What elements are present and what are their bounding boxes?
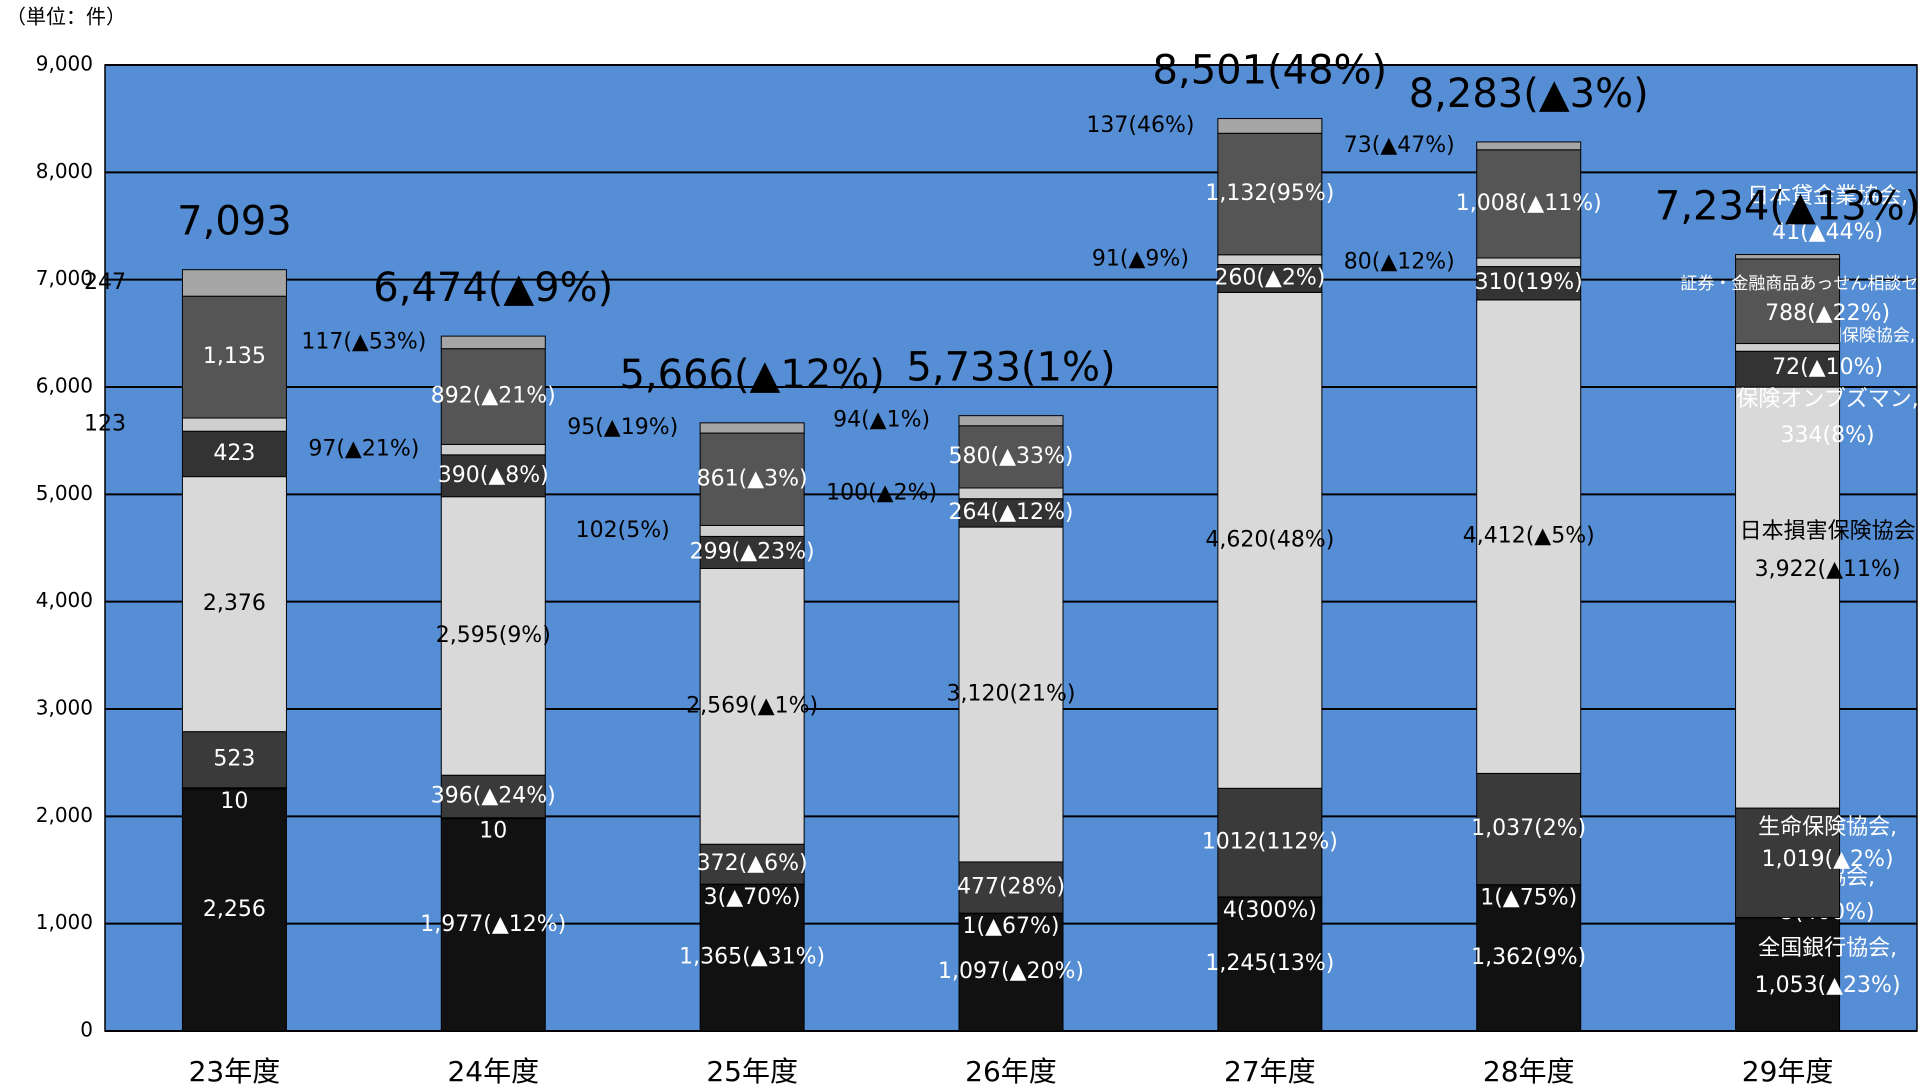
total-label: 8,283(▲3%) xyxy=(1409,71,1649,117)
value-label: 1,362(9%) xyxy=(1471,945,1586,970)
value-label: 97(▲21%) xyxy=(308,437,419,462)
value-label: 299(▲23%) xyxy=(690,539,815,564)
value-label: 94(▲1%) xyxy=(833,408,930,433)
value-label: 2,376 xyxy=(203,591,266,616)
value-label: 91(▲9%) xyxy=(1092,247,1189,272)
x-tick-label: 27年度 xyxy=(1224,1055,1316,1087)
value-label: 260(▲2%) xyxy=(1214,265,1325,290)
value-label: 4(300%) xyxy=(1223,898,1317,923)
total-label: 8,501(48%) xyxy=(1153,48,1388,94)
value-label: 334(8%) xyxy=(1781,423,1875,448)
value-label: 10 xyxy=(220,789,248,814)
bar-segment xyxy=(1736,387,1840,808)
value-label: 123 xyxy=(84,412,126,437)
value-label: 477(28%) xyxy=(957,875,1065,900)
bar-segment xyxy=(959,416,1063,426)
y-tick-label: 9,000 xyxy=(36,52,93,76)
value-label: 2,569(▲1%) xyxy=(686,693,818,718)
value-label: 73(▲47%) xyxy=(1344,133,1455,158)
x-tick-label: 28年度 xyxy=(1483,1055,1575,1087)
value-label: 1,132(95%) xyxy=(1205,181,1334,206)
bar-segment xyxy=(441,444,545,454)
y-tick-label: 1,000 xyxy=(36,910,93,934)
y-tick-label: 6,000 xyxy=(36,374,93,398)
x-tick-label: 25年度 xyxy=(706,1055,798,1087)
x-tick-label: 26年度 xyxy=(965,1055,1057,1087)
value-label: 372(▲6%) xyxy=(697,851,808,876)
value-label: 1(▲75%) xyxy=(1480,886,1577,911)
y-tick-label: 2,000 xyxy=(36,803,93,827)
value-label: 100(▲2%) xyxy=(826,480,937,505)
value-label: 117(▲53%) xyxy=(301,329,426,354)
bar-segment xyxy=(182,418,286,431)
bar-segment xyxy=(1218,119,1322,134)
value-label: 1012(112%) xyxy=(1202,830,1338,855)
value-label: 2,595(9%) xyxy=(436,623,551,648)
x-tick-label: 23年度 xyxy=(189,1055,281,1087)
bar-segment xyxy=(1477,142,1581,150)
value-label: 4,620(48%) xyxy=(1205,527,1334,552)
value-label: 1(▲67%) xyxy=(963,914,1060,939)
bar-segment xyxy=(182,270,286,297)
value-label: 1,019(▲2%) xyxy=(1762,847,1894,872)
bar-segment xyxy=(959,488,1063,499)
value-label: 861(▲3%) xyxy=(697,466,808,491)
value-label: 1,037(2%) xyxy=(1471,816,1586,841)
value-label: 137(46%) xyxy=(1086,113,1194,138)
bar-segment xyxy=(1218,255,1322,265)
value-label: 788(▲22%) xyxy=(1765,301,1890,326)
value-label: 264(▲12%) xyxy=(949,500,1074,525)
total-label: 7,093 xyxy=(177,199,292,245)
total-label: 5,733(1%) xyxy=(906,345,1115,391)
total-label: 5,666(▲12%) xyxy=(619,352,884,398)
total-label: 6,474(▲9%) xyxy=(373,265,613,311)
y-tick-label: 4,000 xyxy=(36,588,93,612)
value-label: 423 xyxy=(213,441,255,466)
unit-label: （単位：件） xyxy=(6,5,126,29)
x-tick-label: 29年度 xyxy=(1742,1055,1834,1087)
value-label: 1,053(▲23%) xyxy=(1755,973,1901,998)
y-tick-label: 8,000 xyxy=(36,159,93,183)
bar-segment xyxy=(700,423,804,433)
value-label: 1,135 xyxy=(203,344,266,369)
value-label: 2,256 xyxy=(203,897,266,922)
value-label: 10 xyxy=(479,819,507,844)
y-tick-label: 5,000 xyxy=(36,481,93,505)
value-label: 1,365(▲31%) xyxy=(679,945,825,970)
value-label: 1,245(13%) xyxy=(1205,951,1334,976)
x-tick-label: 24年度 xyxy=(447,1055,539,1087)
value-label: 3,922(▲11%) xyxy=(1755,557,1901,582)
series-name: 証券・金融商品あっせん相談センター, xyxy=(1680,274,1924,294)
series-name: 保険オンブズマン, xyxy=(1736,387,1918,412)
bar-segment xyxy=(1736,255,1840,259)
value-label: 523 xyxy=(213,747,255,772)
bar-segment xyxy=(700,525,804,536)
y-tick-label: 0 xyxy=(80,1018,93,1042)
value-label: 892(▲21%) xyxy=(431,384,556,409)
value-label: 3(▲70%) xyxy=(704,885,801,910)
value-label: 390(▲8%) xyxy=(438,463,549,488)
total-label: 7,234(▲13%) xyxy=(1655,184,1920,230)
bar-segment xyxy=(1477,258,1581,267)
value-label: 102(5%) xyxy=(576,518,670,543)
value-label: 580(▲33%) xyxy=(949,444,1074,469)
value-label: 310(19%) xyxy=(1475,270,1583,295)
value-label: 95(▲19%) xyxy=(567,415,678,440)
bar-segment xyxy=(441,336,545,349)
value-label: 1,008(▲11%) xyxy=(1456,191,1602,216)
value-label: 396(▲24%) xyxy=(431,783,556,808)
value-label: 1,977(▲12%) xyxy=(420,912,566,937)
value-label: 247 xyxy=(84,270,126,295)
series-name: 日本損害保険協会 xyxy=(1740,519,1916,544)
value-label: 3,120(21%) xyxy=(946,682,1075,707)
value-label: 1,097(▲20%) xyxy=(938,959,1084,984)
series-name: 生命保険協会, xyxy=(1758,815,1897,840)
value-label: 4,412(▲5%) xyxy=(1463,524,1595,549)
value-label: 80(▲12%) xyxy=(1344,249,1455,274)
value-label: 72(▲10%) xyxy=(1772,355,1883,380)
y-tick-label: 3,000 xyxy=(36,696,93,720)
series-name: 全国銀行協会, xyxy=(1758,936,1897,961)
